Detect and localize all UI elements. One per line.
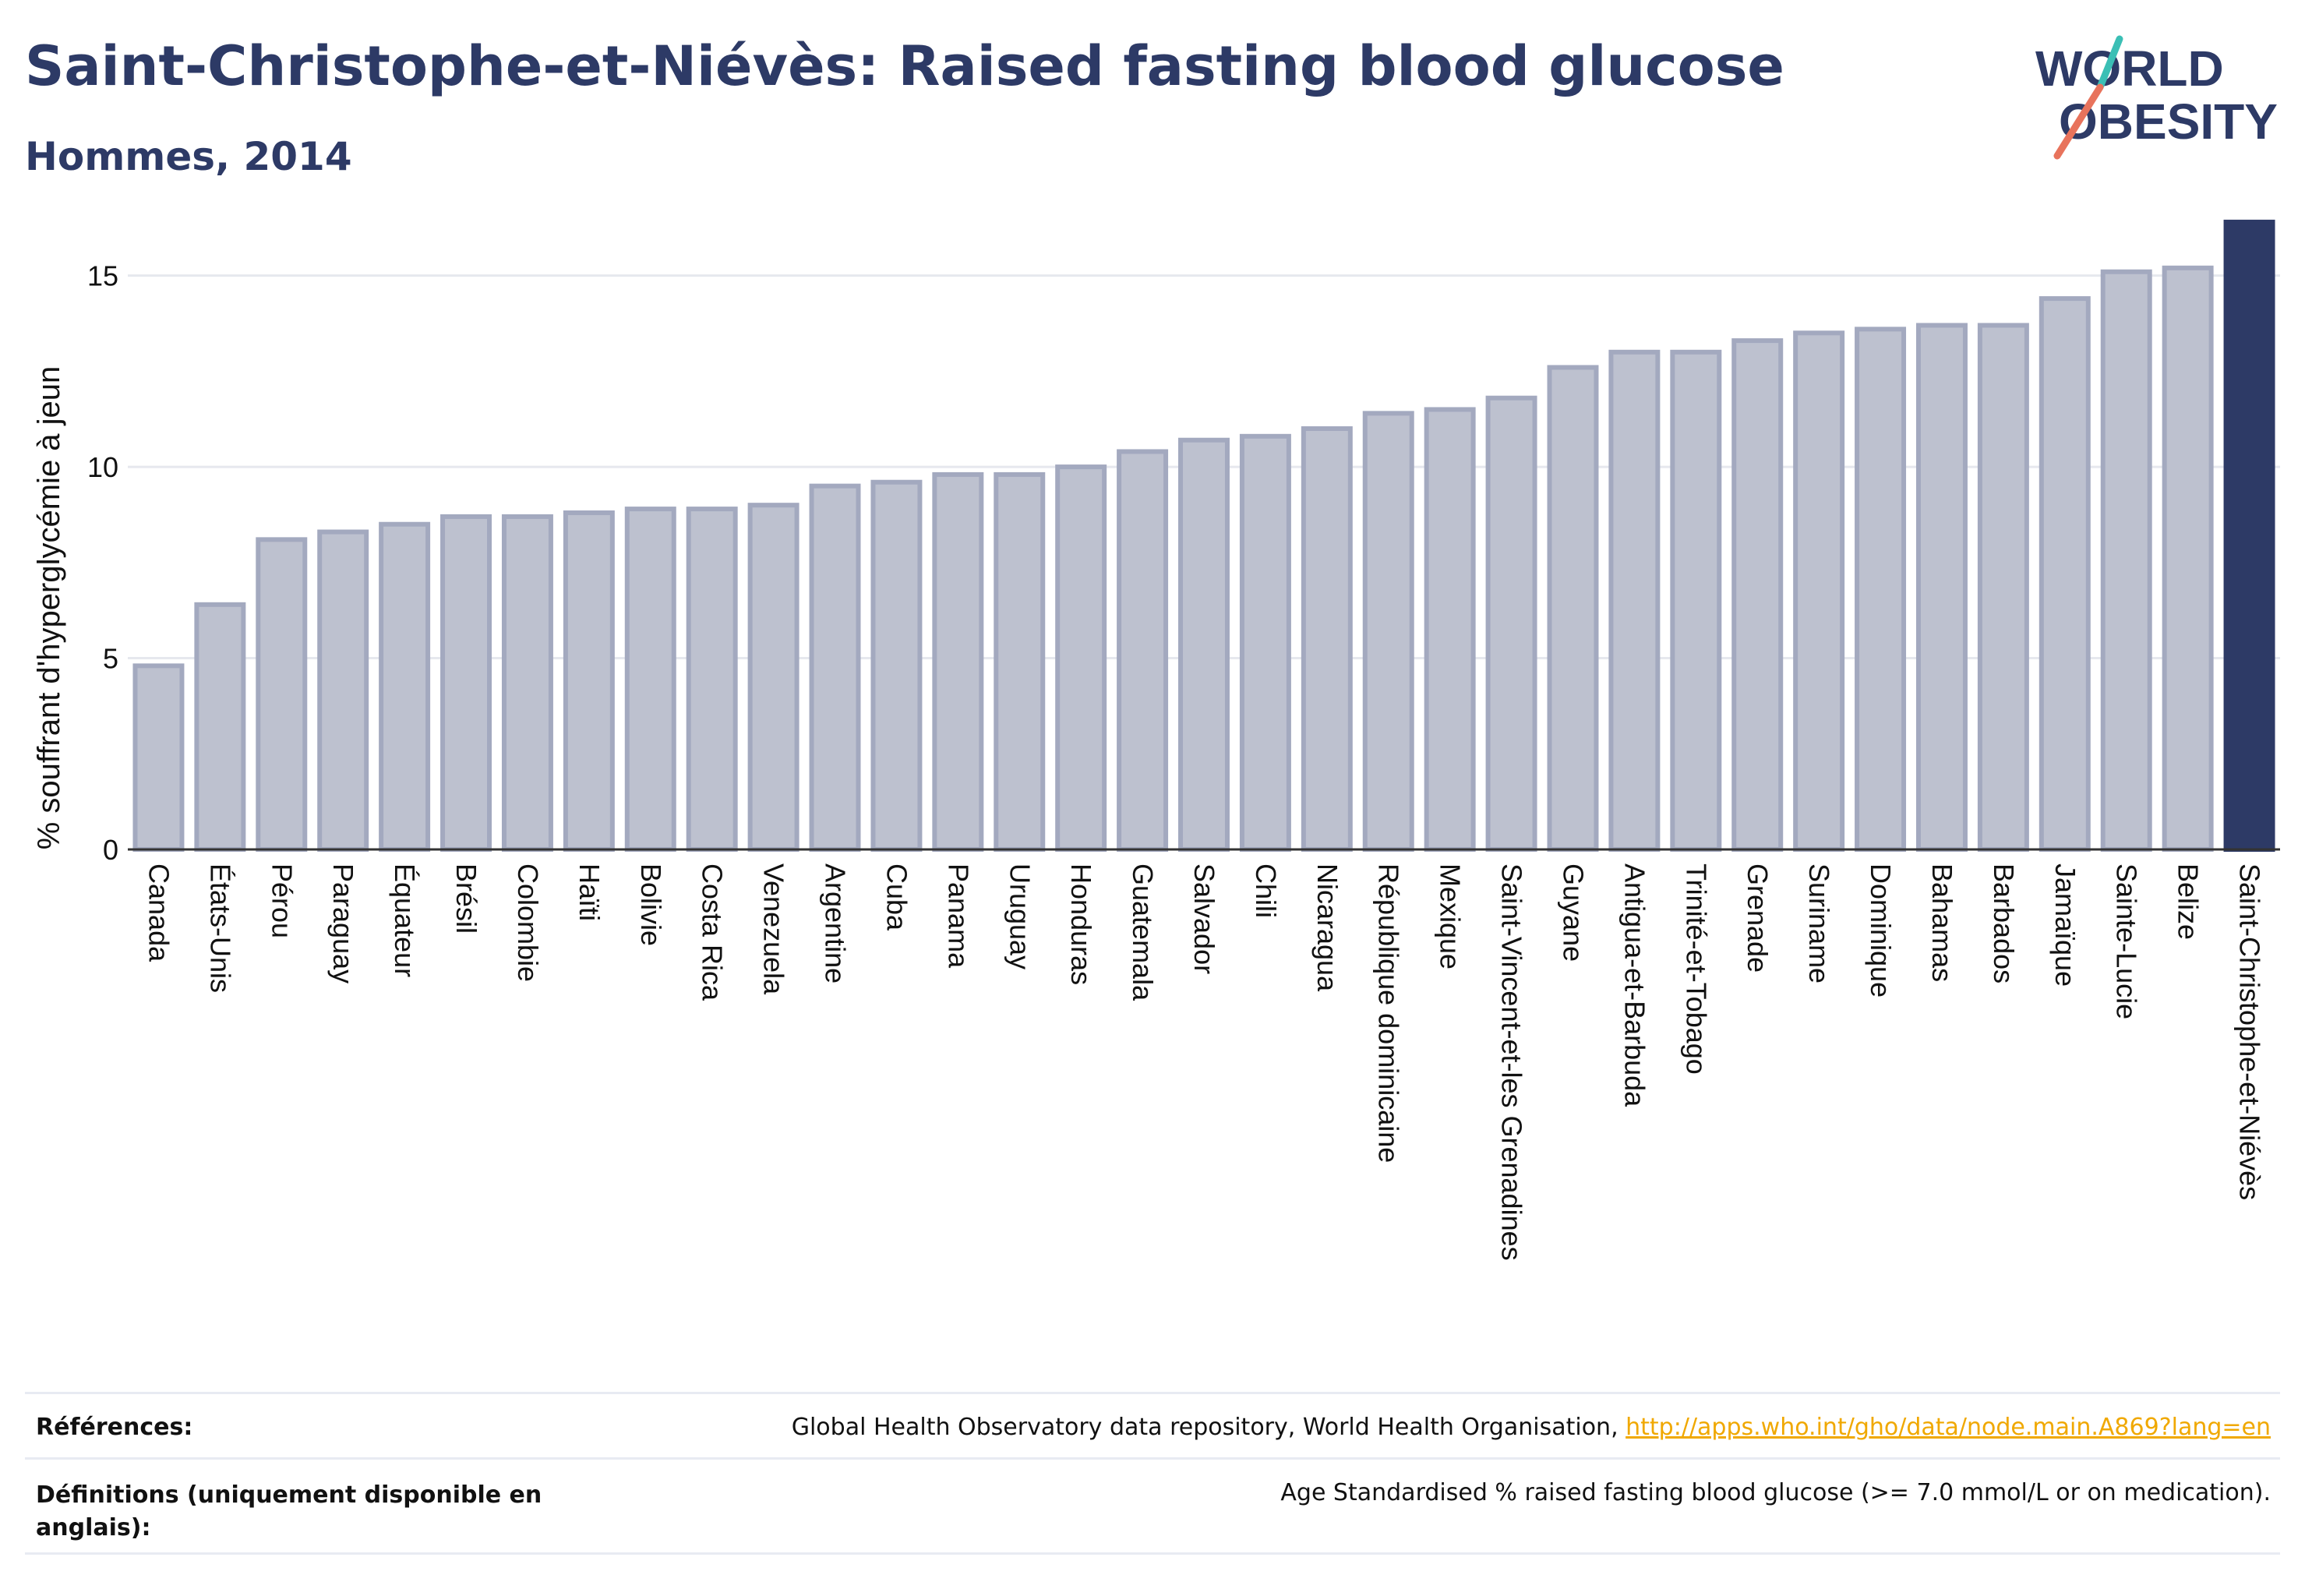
bar-29[interactable] bbox=[1915, 323, 1968, 853]
bar-1[interactable] bbox=[194, 602, 246, 852]
bar-17[interactable] bbox=[1178, 437, 1230, 852]
bar-13[interactable] bbox=[932, 471, 984, 852]
bar-23[interactable] bbox=[1547, 365, 1599, 853]
bar-16[interactable] bbox=[1117, 449, 1169, 852]
x-tick-label: Brésil bbox=[450, 863, 482, 934]
x-tick-label: Canada bbox=[143, 863, 175, 962]
bar-2[interactable] bbox=[256, 537, 308, 852]
page-title: Saint-Christophe-et-Niévès: Raised fasti… bbox=[25, 34, 1784, 98]
x-tick-label: Salvador bbox=[1188, 863, 1220, 974]
bar-26[interactable] bbox=[1731, 338, 1784, 853]
bar-11[interactable] bbox=[809, 483, 861, 852]
bar-6[interactable] bbox=[501, 514, 553, 852]
references-label: Références: bbox=[36, 1414, 193, 1441]
logo-line1: WORLD bbox=[2035, 41, 2224, 97]
page-subtitle: Hommes, 2014 bbox=[25, 134, 352, 179]
bar-7[interactable] bbox=[563, 510, 615, 852]
y-tick-label: 10 bbox=[87, 451, 118, 483]
y-tick-label: 5 bbox=[103, 643, 118, 675]
x-tick-label: Pérou bbox=[266, 863, 298, 938]
x-tick-label: Suriname bbox=[1803, 863, 1835, 983]
x-tick-label: Grenade bbox=[1742, 863, 1774, 973]
x-tick-label: Bolivie bbox=[635, 863, 667, 946]
bar-34[interactable] bbox=[2223, 219, 2275, 852]
x-tick-label: Costa Rica bbox=[697, 863, 729, 1001]
x-tick-label: Chili bbox=[1250, 863, 1282, 918]
x-tick-label: Honduras bbox=[1065, 863, 1097, 985]
bar-33[interactable] bbox=[2162, 265, 2214, 853]
x-tick-label: Venezuela bbox=[758, 863, 790, 995]
x-tick-label: Guatemala bbox=[1127, 863, 1159, 1001]
bar-20[interactable] bbox=[1362, 411, 1414, 852]
x-tick-label: Antigua-et-Barbuda bbox=[1618, 863, 1650, 1107]
x-tick-label: Saint-Vincent-et-les Grenadines bbox=[1496, 863, 1528, 1261]
y-tick-label: 15 bbox=[87, 260, 118, 292]
bar-10[interactable] bbox=[747, 503, 800, 852]
bar-21[interactable] bbox=[1424, 407, 1476, 853]
logo-line2: OBESITY bbox=[2059, 94, 2278, 150]
references-source: Global Health Observatory data repositor… bbox=[791, 1414, 1626, 1441]
references-link[interactable]: http://apps.who.int/gho/data/node.main.A… bbox=[1626, 1414, 2271, 1441]
x-tick-label: États-Unis bbox=[204, 863, 236, 993]
x-tick-label: Argentine bbox=[820, 863, 852, 983]
bar-4[interactable] bbox=[379, 521, 431, 852]
x-tick-label: Paraguay bbox=[327, 863, 359, 983]
x-tick-label: Trinité-et-Tobago bbox=[1680, 863, 1712, 1075]
definitions-label: Définitions (uniquement disponible en an… bbox=[36, 1481, 542, 1541]
bar-25[interactable] bbox=[1670, 349, 1722, 852]
x-tick-label: Colombie bbox=[512, 863, 544, 982]
bar-14[interactable] bbox=[994, 471, 1046, 852]
x-tick-label: Jamaïque bbox=[2049, 863, 2081, 987]
bar-31[interactable] bbox=[2038, 296, 2091, 853]
x-tick-label: Sainte-Lucie bbox=[2111, 863, 2143, 1019]
x-tick-label: Panama bbox=[942, 863, 974, 969]
world-obesity-logo: WORLD OBESITY bbox=[2035, 35, 2278, 160]
y-axis-label: % souffrant d'hyperglycémie à jeun bbox=[32, 366, 66, 850]
bar-27[interactable] bbox=[1793, 330, 1845, 853]
x-tick-label: Belize bbox=[2173, 863, 2204, 940]
bar-19[interactable] bbox=[1301, 426, 1353, 852]
x-tick-label: République dominicaine bbox=[1373, 863, 1405, 1163]
footer-divider-middle bbox=[25, 1457, 2280, 1460]
x-tick-label: Guyane bbox=[1557, 863, 1589, 962]
references-text: Global Health Observatory data repositor… bbox=[792, 1414, 2271, 1441]
definitions-text: Age Standardised % raised fasting blood … bbox=[1280, 1479, 2271, 1506]
bar-5[interactable] bbox=[440, 514, 492, 852]
bar-chart: 0 5 10 15 Canada États-Unis Pérou Paraguay Équat… bbox=[32, 219, 2280, 1261]
x-tick-label: Bahamas bbox=[1926, 863, 1958, 982]
x-tick-label: Barbados bbox=[1988, 863, 2020, 983]
bar-15[interactable] bbox=[1055, 464, 1107, 852]
bar-0[interactable] bbox=[132, 663, 185, 853]
x-tick-label: Nicaragua bbox=[1311, 863, 1343, 992]
bar-28[interactable] bbox=[1855, 327, 1907, 852]
x-tick-label: Mexique bbox=[1435, 863, 1467, 969]
x-tick-label: Uruguay bbox=[1004, 863, 1036, 969]
y-tick-label: 0 bbox=[103, 834, 118, 866]
x-tick-label: Équateur bbox=[389, 863, 421, 977]
bar-24[interactable] bbox=[1608, 349, 1661, 852]
bar-3[interactable] bbox=[317, 529, 369, 852]
x-tick-label: Cuba bbox=[881, 863, 912, 931]
x-tick-label: Dominique bbox=[1865, 863, 1897, 998]
footer-divider-top bbox=[25, 1392, 2280, 1394]
bar-8[interactable] bbox=[624, 507, 676, 852]
bar-9[interactable] bbox=[686, 507, 738, 852]
bar-22[interactable] bbox=[1485, 395, 1537, 852]
bar-30[interactable] bbox=[1977, 323, 2029, 853]
x-tick-label: Saint-Christophe-et-Niévès bbox=[2234, 863, 2266, 1200]
footer-divider-bottom bbox=[25, 1552, 2280, 1555]
bar-18[interactable] bbox=[1239, 433, 1291, 852]
axes: 0 5 10 15 Canada États-Unis Pérou Paraguay Équat… bbox=[87, 260, 2280, 1261]
x-tick-label: Haïti bbox=[574, 863, 605, 921]
bar-32[interactable] bbox=[2100, 269, 2152, 852]
bar-12[interactable] bbox=[870, 479, 923, 852]
bars bbox=[132, 219, 2275, 853]
